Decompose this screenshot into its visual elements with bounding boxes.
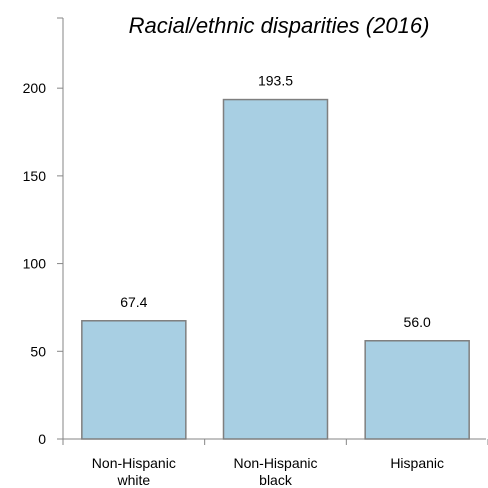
chart-data-labels: 67.4 193.5 56.0 [120,73,431,330]
y-tick-label: 100 [23,256,47,272]
bar [364,340,470,440]
x-category-label-line: black [259,472,293,488]
y-tick-label: 150 [23,168,47,184]
y-tick-label: 0 [38,431,46,447]
x-category-label-line: Non-Hispanic [233,455,317,471]
x-category-label-line: Non-Hispanic [92,455,176,471]
y-tick-label: 50 [30,343,46,359]
x-category-label: Hispanic [390,455,444,471]
chart-title: Racial/ethnic disparities (2016) [129,13,430,38]
data-label: 56.0 [404,314,431,330]
bar [81,320,187,440]
data-label: 67.4 [120,294,147,310]
x-category-label-line: white [116,472,150,488]
x-category-label: Non-Hispanic white [92,455,176,488]
bar [222,98,329,440]
y-tick-label: 200 [23,80,47,96]
y-axis-tick-labels: 0 50 100 150 200 [23,80,47,447]
x-category-label-line: Hispanic [390,455,444,471]
chart-bars [81,98,470,440]
data-label: 193.5 [258,73,293,89]
x-category-label: Non-Hispanic black [233,455,317,488]
